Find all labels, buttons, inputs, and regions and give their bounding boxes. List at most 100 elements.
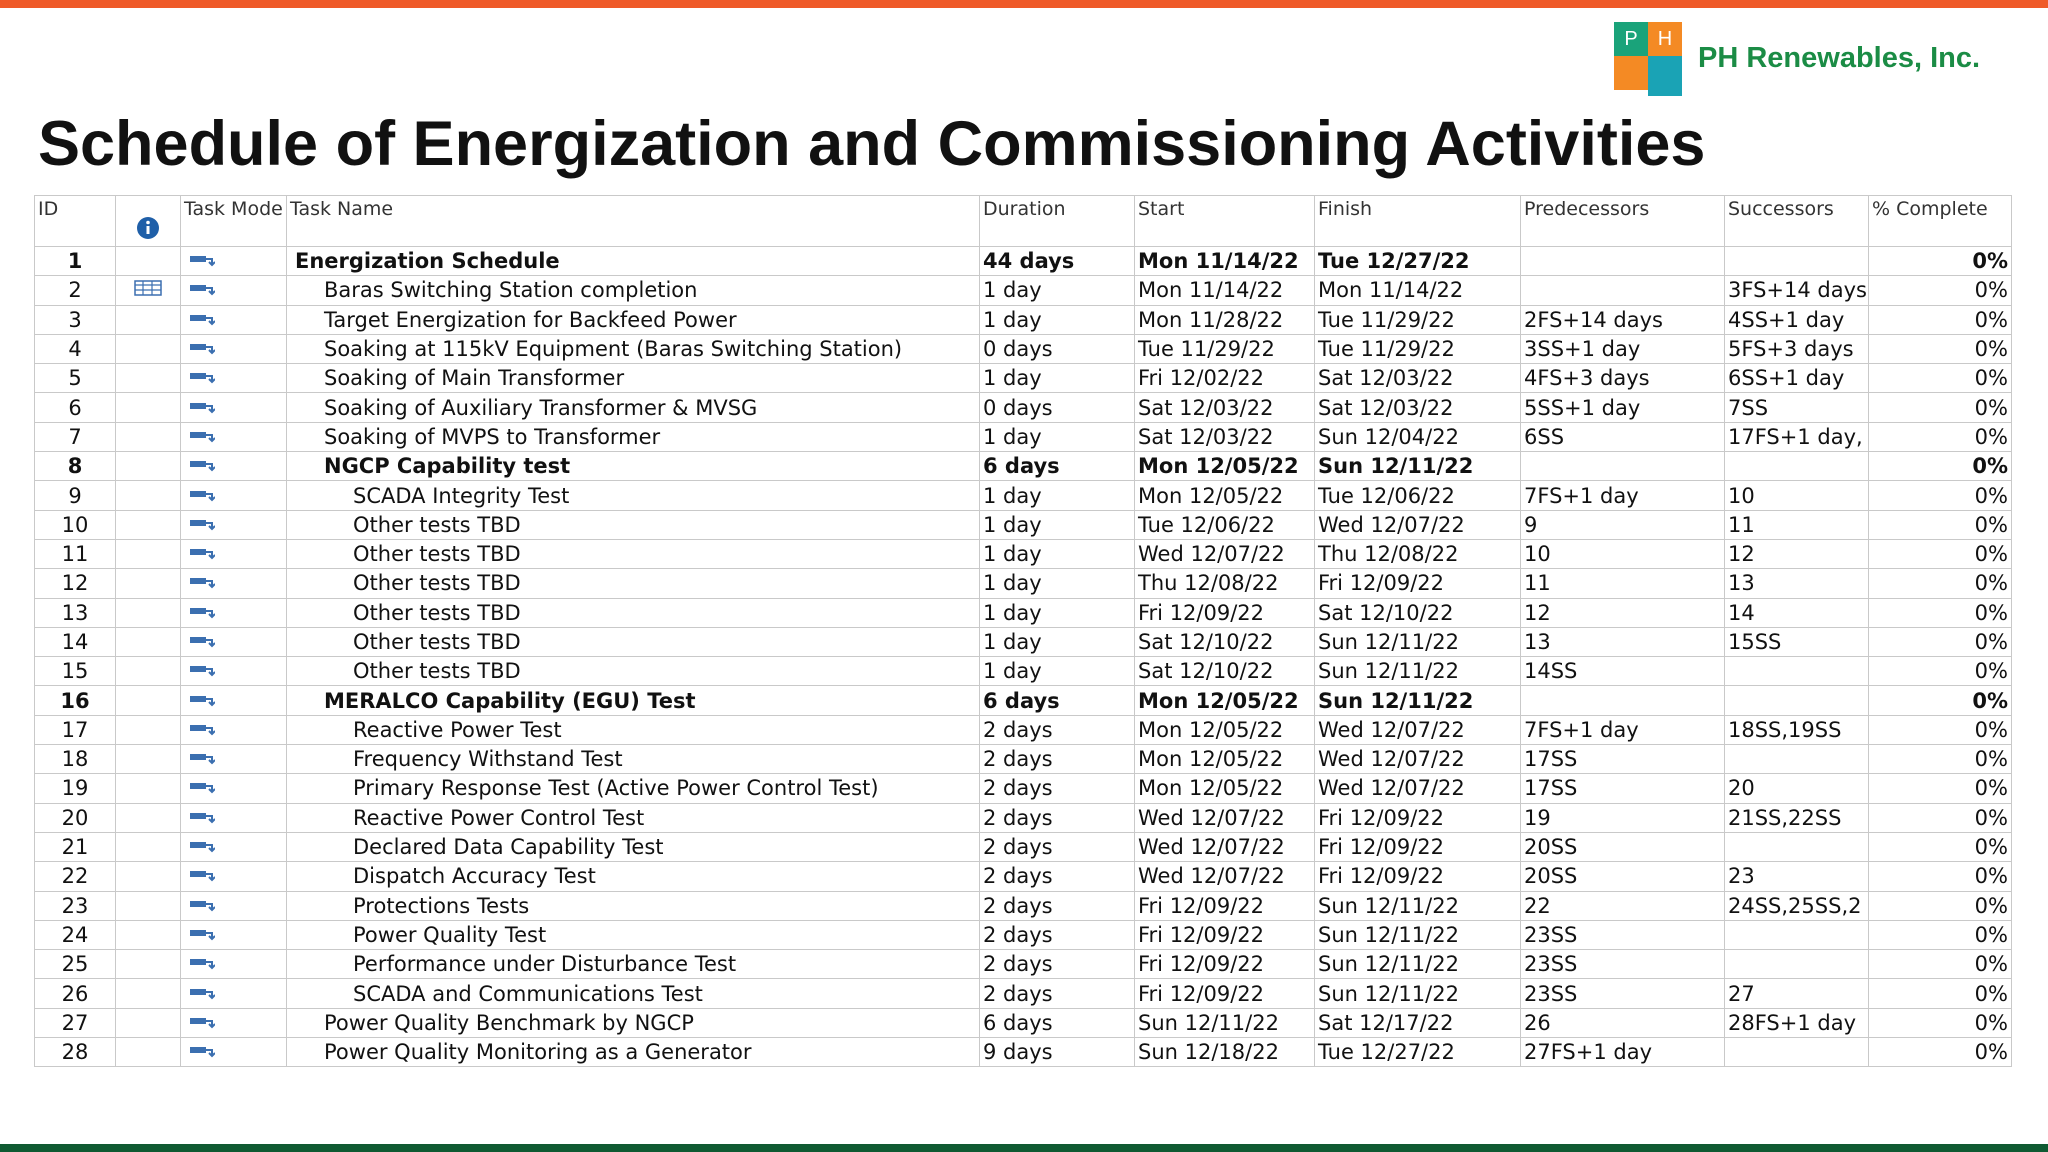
cell: 2 xyxy=(34,275,116,306)
cell xyxy=(1724,1037,1869,1068)
task-mode-cell xyxy=(180,949,287,980)
task-mode-icon xyxy=(190,959,216,970)
task-row: 20 Reactive Power Control Test 2 days Wed 1… xyxy=(34,802,2012,833)
cell: 18 xyxy=(34,744,116,775)
column-header: Finish xyxy=(1314,195,1521,247)
cell xyxy=(1724,919,1869,951)
cell: Soaking of MVPS to Transformer xyxy=(286,421,980,453)
task-mode-cell xyxy=(180,656,287,687)
task-mode-icon xyxy=(190,900,216,912)
cell: 0% xyxy=(1868,949,2012,980)
top-bar xyxy=(0,0,2048,8)
cell: 14 xyxy=(1724,597,1869,628)
cell: 0% xyxy=(1868,451,2012,482)
cell: Other tests TBD xyxy=(286,538,980,570)
cell: Wed 12/07/22 xyxy=(1314,773,1521,804)
cell: Sun 12/04/22 xyxy=(1314,421,1521,453)
task-mode-icon xyxy=(190,373,216,384)
task-mode-icon xyxy=(190,929,216,941)
cell: 10 xyxy=(34,509,116,540)
cell: 23SS xyxy=(1520,949,1725,980)
task-row: 8 NGCP Capability test 6 days Mon 12/05/22 S… xyxy=(34,451,2012,482)
cell: 0% xyxy=(1868,1037,2012,1068)
cell: 19 xyxy=(1520,802,1725,833)
cell: Mon 12/05/22 xyxy=(1134,685,1315,716)
task-row: 23 Protections Tests 2 days Fri 12/09/22 Sun… xyxy=(34,890,2012,921)
task-mode-cell xyxy=(180,509,287,540)
cell: Fri 12/09/22 xyxy=(1134,890,1315,921)
cell xyxy=(1724,949,1869,980)
cell: 12 xyxy=(1520,597,1725,628)
cell: 12 xyxy=(1724,538,1869,570)
task-mode-cell xyxy=(180,773,287,804)
cell: 25 xyxy=(34,949,116,980)
cell: MERALCO Capability (EGU) Test xyxy=(286,685,980,716)
task-row: 6 Soaking of Auxiliary Transformer & MVSG… xyxy=(34,392,2012,423)
cell: 5 xyxy=(34,363,116,394)
cell: 16 xyxy=(34,685,116,716)
task-row: 7 Soaking of MVPS to Transformer 1 day Sat … xyxy=(34,421,2012,453)
cell: 0% xyxy=(1868,1007,2012,1039)
cell: 10 xyxy=(1724,480,1869,511)
logo-letter: P xyxy=(1614,22,1648,56)
task-mode-icon xyxy=(190,431,216,443)
cell: 20SS xyxy=(1520,831,1725,863)
cell: 13 xyxy=(1520,626,1725,658)
cell: Power Quality Test xyxy=(286,919,980,951)
cell: Fri 12/09/22 xyxy=(1314,861,1521,892)
cell: 0% xyxy=(1868,538,2012,570)
cell: Sun 12/18/22 xyxy=(1134,1037,1315,1068)
cell: Wed 12/07/22 xyxy=(1134,802,1315,833)
cell: 7 xyxy=(34,421,116,453)
cell: Tue 11/29/22 xyxy=(1314,333,1521,365)
cell: 6 days xyxy=(979,1007,1135,1039)
column-header: Predecessors xyxy=(1520,195,1725,247)
cell: 0% xyxy=(1868,919,2012,951)
cell: 12 xyxy=(34,568,116,599)
task-mode-icon xyxy=(190,549,216,560)
cell: 27FS+1 day xyxy=(1520,1037,1725,1068)
indicator-cell xyxy=(115,831,181,863)
cell: 17SS xyxy=(1520,773,1725,804)
cell xyxy=(1724,744,1869,775)
cell: 2 days xyxy=(979,831,1135,863)
indicator-cell xyxy=(115,275,181,306)
cell: Fri 12/09/22 xyxy=(1314,568,1521,599)
task-mode-cell xyxy=(180,451,287,482)
cell: 14 xyxy=(34,626,116,658)
cell: Wed 12/07/22 xyxy=(1314,509,1521,540)
cell: Protections Tests xyxy=(286,890,980,921)
task-mode-cell xyxy=(180,538,287,570)
cell: Fri 12/09/22 xyxy=(1314,802,1521,833)
cell: Thu 12/08/22 xyxy=(1134,568,1315,599)
cell: Tue 11/29/22 xyxy=(1314,304,1521,335)
cell: Fri 12/09/22 xyxy=(1134,949,1315,980)
task-mode-icon xyxy=(190,1047,216,1058)
cell: 9 days xyxy=(979,1037,1135,1068)
cell: Sat 12/03/22 xyxy=(1314,392,1521,423)
cell xyxy=(1724,245,1869,277)
task-row: 1 Energization Schedule 44 days Mon 11/14/2… xyxy=(34,245,2012,277)
task-mode-icon xyxy=(190,607,216,619)
cell xyxy=(1520,275,1725,306)
cell: Sat 12/10/22 xyxy=(1314,597,1521,628)
logo-square xyxy=(1614,56,1648,90)
indicator-cell xyxy=(115,978,181,1009)
cell: Mon 11/28/22 xyxy=(1134,304,1315,335)
task-mode-icon xyxy=(190,666,216,677)
task-row: 24 Power Quality Test 2 days Fri 12/09/22 Su… xyxy=(34,919,2012,951)
cell: 44 days xyxy=(979,245,1135,277)
cell: 0% xyxy=(1868,421,2012,453)
task-mode-cell xyxy=(180,919,287,951)
cell xyxy=(1724,685,1869,716)
task-mode-icon xyxy=(190,314,216,326)
cell: 1 xyxy=(34,245,116,277)
cell: Wed 12/07/22 xyxy=(1314,744,1521,775)
task-mode-cell xyxy=(180,275,287,306)
cell: 26 xyxy=(34,978,116,1009)
cell: 13 xyxy=(1724,568,1869,599)
cell: 2 days xyxy=(979,744,1135,775)
indicator-cell xyxy=(115,744,181,775)
task-mode-cell xyxy=(180,744,287,775)
task-row: 22 Dispatch Accuracy Test 2 days Wed 12/07/… xyxy=(34,861,2012,892)
